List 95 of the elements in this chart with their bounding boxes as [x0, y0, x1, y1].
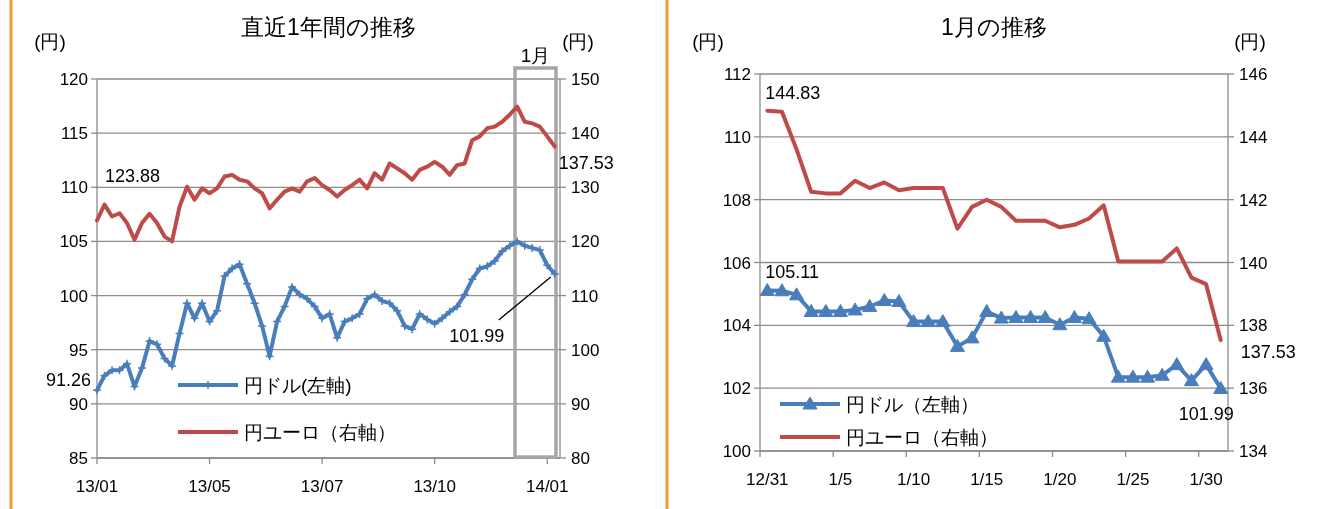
point	[935, 314, 951, 328]
y-tick-label: 100	[59, 286, 88, 306]
line-series	[95, 104, 557, 244]
line-series	[765, 108, 1223, 343]
y-tick-label: 100	[722, 442, 751, 461]
point	[1169, 357, 1185, 371]
y2-axis-title: (円)	[562, 31, 594, 52]
y2-tick-label: 138	[1239, 316, 1268, 336]
y-axis-title: (円)	[34, 31, 66, 52]
point	[1008, 309, 1024, 323]
point	[789, 287, 805, 301]
chart-title: 直近1年間の推移	[241, 14, 416, 40]
point	[1183, 373, 1199, 387]
y2-tick-label: 136	[1239, 379, 1268, 399]
point	[949, 338, 965, 352]
y2-axis-title: (円)	[1234, 31, 1266, 52]
point	[964, 330, 980, 344]
y2-tick-label: 80	[571, 449, 590, 468]
data-label: 91.26	[45, 370, 91, 391]
x-tick-label: 14/01	[525, 477, 569, 496]
point	[1052, 317, 1068, 331]
y-tick-label: 112	[723, 65, 751, 84]
y-tick-label: 102	[722, 379, 751, 399]
y2-tick-label: 140	[571, 124, 600, 144]
y2-tick-label: 110	[571, 286, 599, 306]
point	[906, 314, 922, 328]
y2-tick-label: 130	[571, 178, 600, 198]
y2-tick-label: 140	[1239, 253, 1268, 273]
x-tick-label: 1/10	[897, 470, 931, 489]
y-tick-label: 115	[60, 124, 88, 144]
chart-title: 1月の推移	[941, 14, 1047, 40]
point	[1037, 309, 1053, 323]
y-tick-label: 108	[722, 190, 751, 210]
x-tick-label: 1/25	[1116, 470, 1150, 489]
y-tick-label: 120	[59, 70, 88, 89]
y2-tick-label: 90	[571, 394, 590, 414]
y-tick-label: 104	[722, 316, 751, 336]
legend-label: 円ユーロ（右軸）	[244, 422, 396, 443]
x-tick-label: 13/10	[413, 477, 456, 496]
point	[1096, 328, 1112, 342]
point	[862, 298, 878, 312]
point	[847, 302, 863, 316]
legend-label: 円ドル(左軸)	[244, 375, 352, 396]
y-tick-label: 105	[59, 232, 88, 252]
y-tick-label: 85	[69, 449, 88, 468]
point	[759, 282, 775, 296]
y2-tick-label: 120	[571, 232, 600, 252]
point	[891, 293, 907, 307]
y2-tick-label: 146	[1239, 65, 1268, 84]
data-label: 123.88	[105, 166, 161, 187]
point	[993, 310, 1009, 324]
data-label: 105.11	[765, 262, 820, 283]
y2-tick-label: 142	[1239, 190, 1268, 210]
x-tick-label: 1/20	[1043, 470, 1077, 489]
x-tick-label: 13/05	[188, 477, 231, 496]
point	[832, 304, 848, 318]
y2-tick-label: 100	[571, 340, 600, 360]
x-tick-label: 13/01	[75, 477, 119, 496]
point	[1066, 309, 1082, 323]
legend-label: 円ドル（左軸）	[846, 394, 979, 415]
data-label: 101.99	[1178, 404, 1234, 425]
point	[1140, 369, 1156, 383]
point	[876, 293, 892, 307]
y-tick-label: 106	[722, 253, 751, 273]
y-tick-label: 90	[69, 394, 88, 414]
point	[803, 304, 819, 318]
y2-tick-label: 144	[1239, 127, 1268, 147]
text: 1月	[520, 45, 551, 66]
point	[979, 304, 995, 318]
y-tick-label: 110	[723, 127, 751, 147]
data-label: 137.53	[1240, 342, 1296, 363]
x-tick-label: 1/30	[1189, 470, 1223, 489]
data-label: 137.53	[558, 152, 614, 173]
x-tick-label: 13/07	[300, 477, 344, 496]
point	[1213, 380, 1229, 394]
data-label: 144.83	[765, 82, 821, 103]
y-tick-label: 95	[69, 340, 88, 360]
point	[1125, 369, 1141, 383]
point	[920, 314, 936, 328]
x-tick-label: 1/15	[970, 470, 1004, 489]
point	[1154, 367, 1170, 381]
x-tick-label: 12/31	[746, 470, 789, 489]
data-label: 101.99	[449, 326, 505, 347]
legend-label: 円ユーロ（右軸）	[846, 427, 998, 448]
point	[1023, 309, 1039, 323]
point	[1081, 311, 1097, 325]
point	[774, 283, 790, 297]
x-tick-label: 1/5	[828, 470, 853, 489]
point	[1198, 357, 1214, 371]
point	[818, 304, 834, 318]
point	[1110, 369, 1126, 383]
y-tick-label: 110	[60, 178, 88, 198]
y2-tick-label: 150	[571, 70, 600, 89]
y2-tick-label: 134	[1239, 442, 1268, 461]
y-axis-title: (円)	[692, 31, 724, 52]
